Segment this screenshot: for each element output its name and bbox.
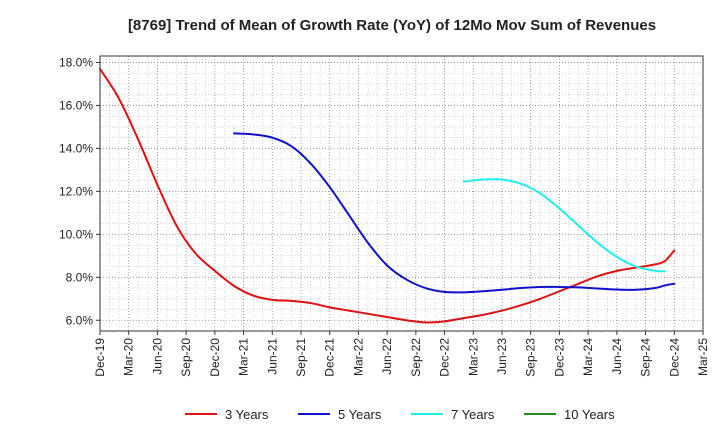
x-tick-label: Jun-20 [150, 338, 164, 375]
legend-label-10-years: 10 Years [564, 407, 615, 422]
legend-label-5-years: 5 Years [338, 407, 382, 422]
legend-label-3-years: 3 Years [225, 407, 269, 422]
x-tick-label: Dec-24 [667, 338, 681, 377]
x-tick-label: Jun-22 [380, 338, 394, 375]
x-tick-label: Dec-21 [323, 338, 337, 377]
x-tick-label: Dec-23 [552, 338, 566, 377]
x-tick-label: Jun-23 [495, 338, 509, 375]
y-tick-label: 16.0% [59, 98, 93, 112]
y-tick-label: 8.0% [66, 270, 94, 284]
x-tick-label: Dec-19 [93, 338, 107, 377]
legend-label-7-years: 7 Years [451, 407, 495, 422]
x-tick-label: Sep-24 [639, 338, 653, 377]
x-tick-label: Mar-21 [237, 338, 251, 376]
x-tick-label: Dec-20 [208, 338, 222, 377]
y-tick-label: 18.0% [59, 55, 93, 69]
x-tick-label: Mar-23 [466, 338, 480, 376]
legend: 3 Years 5 Years 7 Years 10 Years [185, 407, 615, 422]
y-tick-label: 12.0% [59, 184, 93, 198]
x-tick-label: Sep-23 [524, 338, 538, 377]
y-tick-label: 10.0% [59, 227, 93, 241]
x-tick-label: Jun-21 [265, 338, 279, 375]
x-tick-label: Dec-22 [438, 338, 452, 377]
x-tick-label: Mar-20 [122, 338, 136, 376]
x-tick-label: Jun-24 [610, 338, 624, 375]
y-tick-label: 6.0% [66, 313, 94, 327]
x-tick-label: Mar-24 [581, 338, 595, 376]
y-tick-label: 14.0% [59, 141, 93, 155]
x-tick-label: Sep-22 [409, 338, 423, 377]
chart: [8769] Trend of Mean of Growth Rate (YoY… [0, 0, 720, 440]
x-tick-label: Mar-22 [351, 338, 365, 376]
x-tick-label: Sep-21 [294, 338, 308, 377]
x-tick-label: Sep-20 [179, 338, 193, 377]
chart-title: [8769] Trend of Mean of Growth Rate (YoY… [128, 17, 656, 34]
x-tick-label: Mar-25 [696, 338, 710, 376]
